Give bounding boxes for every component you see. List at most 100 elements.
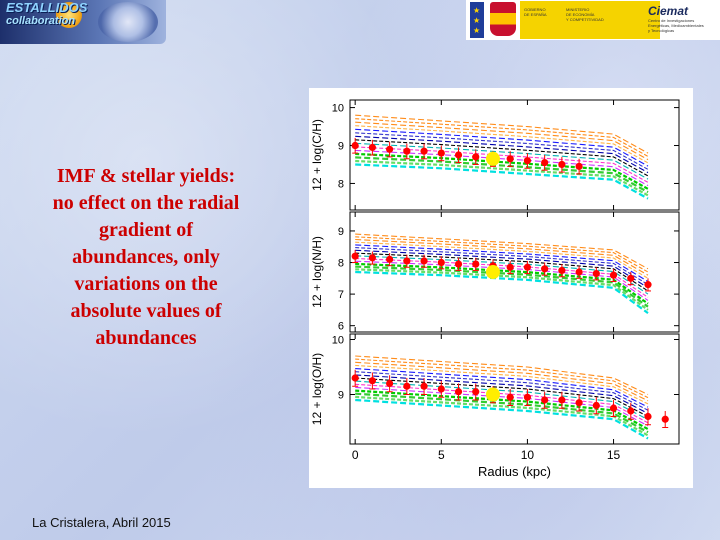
ministry-line-1: MINISTERIO (566, 7, 590, 12)
observation-point (351, 252, 359, 260)
main-text-line-3: gradient of (99, 219, 193, 241)
model-line (355, 152, 649, 190)
observation-point (661, 415, 669, 423)
ministry-line-3: Y COMPETITIVIDAD (566, 17, 604, 22)
observation-point (420, 147, 428, 155)
y-tick-label: 9 (338, 141, 344, 153)
chart-panel-middle: 6 7 8 9 12 + log(N/H) (310, 211, 680, 333)
institutional-logos: ★ ★ ★ GOBIERNO DE ESPAÑA MINISTERIO DE ECO… (466, 0, 720, 40)
y-axis-label: 12 + log(N/H) (310, 236, 324, 308)
observation-point (368, 143, 376, 152)
y-tick-label: 10 (332, 335, 344, 347)
observation-point (351, 141, 359, 150)
model-line (355, 135, 649, 174)
ciemat-sub-1: Centro de Investigaciones (648, 18, 695, 23)
observation-point (472, 388, 480, 396)
model-line (355, 377, 649, 417)
observation-point (386, 255, 394, 263)
model-line (355, 125, 649, 164)
y-tick-label: 7 (338, 289, 344, 301)
observation-point (558, 396, 566, 404)
model-line (355, 236, 649, 273)
gov-line-2: DE ESPAÑA (524, 12, 547, 17)
observation-point (403, 257, 411, 265)
abundance-gradient-figure: 8 9 10 12 + log(C/H) 6 7 8 9 12 + log(N/H) 9 10 12 … (309, 88, 693, 488)
observation-point (627, 274, 635, 282)
model-line (355, 355, 649, 395)
observation-point (420, 382, 428, 390)
spain-crest-icon (490, 2, 516, 36)
model-line (355, 361, 649, 402)
logo-line-1: ESTALLIDOS (6, 0, 88, 15)
model-line (355, 159, 649, 197)
observation-point (575, 162, 583, 170)
x-tick-label: 5 (438, 448, 445, 462)
observation-point (609, 271, 618, 279)
observation-point (575, 268, 583, 276)
observation-point (558, 266, 566, 275)
solar-value-point (485, 265, 500, 279)
model-line (355, 270, 649, 314)
model-line (355, 249, 649, 289)
model-line (355, 163, 649, 200)
model-line (355, 257, 649, 298)
model-line (355, 139, 649, 177)
y-tick-label: 9 (338, 226, 344, 238)
observation-point (609, 404, 618, 412)
model-line (355, 146, 649, 183)
observation-point (506, 263, 514, 271)
observation-point (386, 145, 394, 153)
observation-point (627, 407, 635, 415)
model-line (355, 395, 649, 437)
model-line (355, 368, 649, 408)
chart-panel-bottom: 9 10 12 + log(O/H) 0 5 10 15 Radius (kpc) (310, 333, 680, 479)
observation-point (454, 388, 463, 396)
observation-point (420, 257, 428, 265)
observation-point (472, 153, 480, 161)
model-line (355, 233, 649, 270)
model-line (355, 241, 649, 279)
model-line (355, 364, 649, 405)
chart-panel-top: 8 9 10 12 + log(C/H) (310, 99, 680, 211)
x-tick-label: 15 (607, 448, 621, 462)
observation-point (403, 382, 411, 390)
y-tick-label: 9 (338, 390, 344, 402)
observation-point (437, 258, 445, 267)
main-text-line-4: abundances, only (72, 246, 220, 268)
y-tick-label: 8 (338, 178, 344, 190)
observation-point (644, 412, 652, 421)
model-line (355, 374, 649, 414)
model-line (355, 389, 649, 431)
observation-point (523, 263, 532, 271)
model-line (355, 121, 649, 161)
observation-point (592, 269, 600, 278)
ciemat-sub-3: y Tecnológicas (648, 28, 675, 33)
observation-point (403, 147, 411, 155)
observation-point (454, 260, 463, 268)
ministry-block: GOBIERNO DE ESPAÑA MINISTERIO DE ECONOMÍ… (520, 1, 660, 39)
y-axis-label: 12 + log(O/H) (310, 353, 324, 425)
abundance-chart: 8 9 10 12 + log(C/H) 6 7 8 9 12 + log(N/H) 9 10 12 … (310, 99, 680, 479)
model-line (355, 371, 649, 411)
observation-point (437, 385, 445, 393)
observation-point (558, 160, 566, 169)
solar-value-point (485, 387, 500, 402)
main-text-line-2: no effect on the radial (52, 192, 240, 214)
main-text-line-7: abundances (95, 327, 197, 349)
solar-value-point (485, 151, 500, 166)
estallidos-logo: ESTALLIDOS collaboration (0, 0, 166, 44)
observation-point (437, 149, 445, 157)
observation-point (454, 151, 463, 159)
observation-point (351, 374, 359, 382)
y-tick-label: 10 (332, 103, 344, 115)
footer-text: La Cristalera, Abril 2015 (32, 515, 171, 530)
model-line (355, 265, 649, 308)
observation-point (368, 377, 376, 385)
x-tick-label: 10 (521, 448, 535, 462)
model-line (355, 132, 649, 170)
main-text-line-6: absolute values of (70, 300, 222, 322)
model-line (355, 358, 649, 399)
logo-line-2: collaboration (6, 15, 76, 27)
gov-line-1: GOBIERNO (524, 7, 546, 12)
observation-point (506, 393, 514, 401)
